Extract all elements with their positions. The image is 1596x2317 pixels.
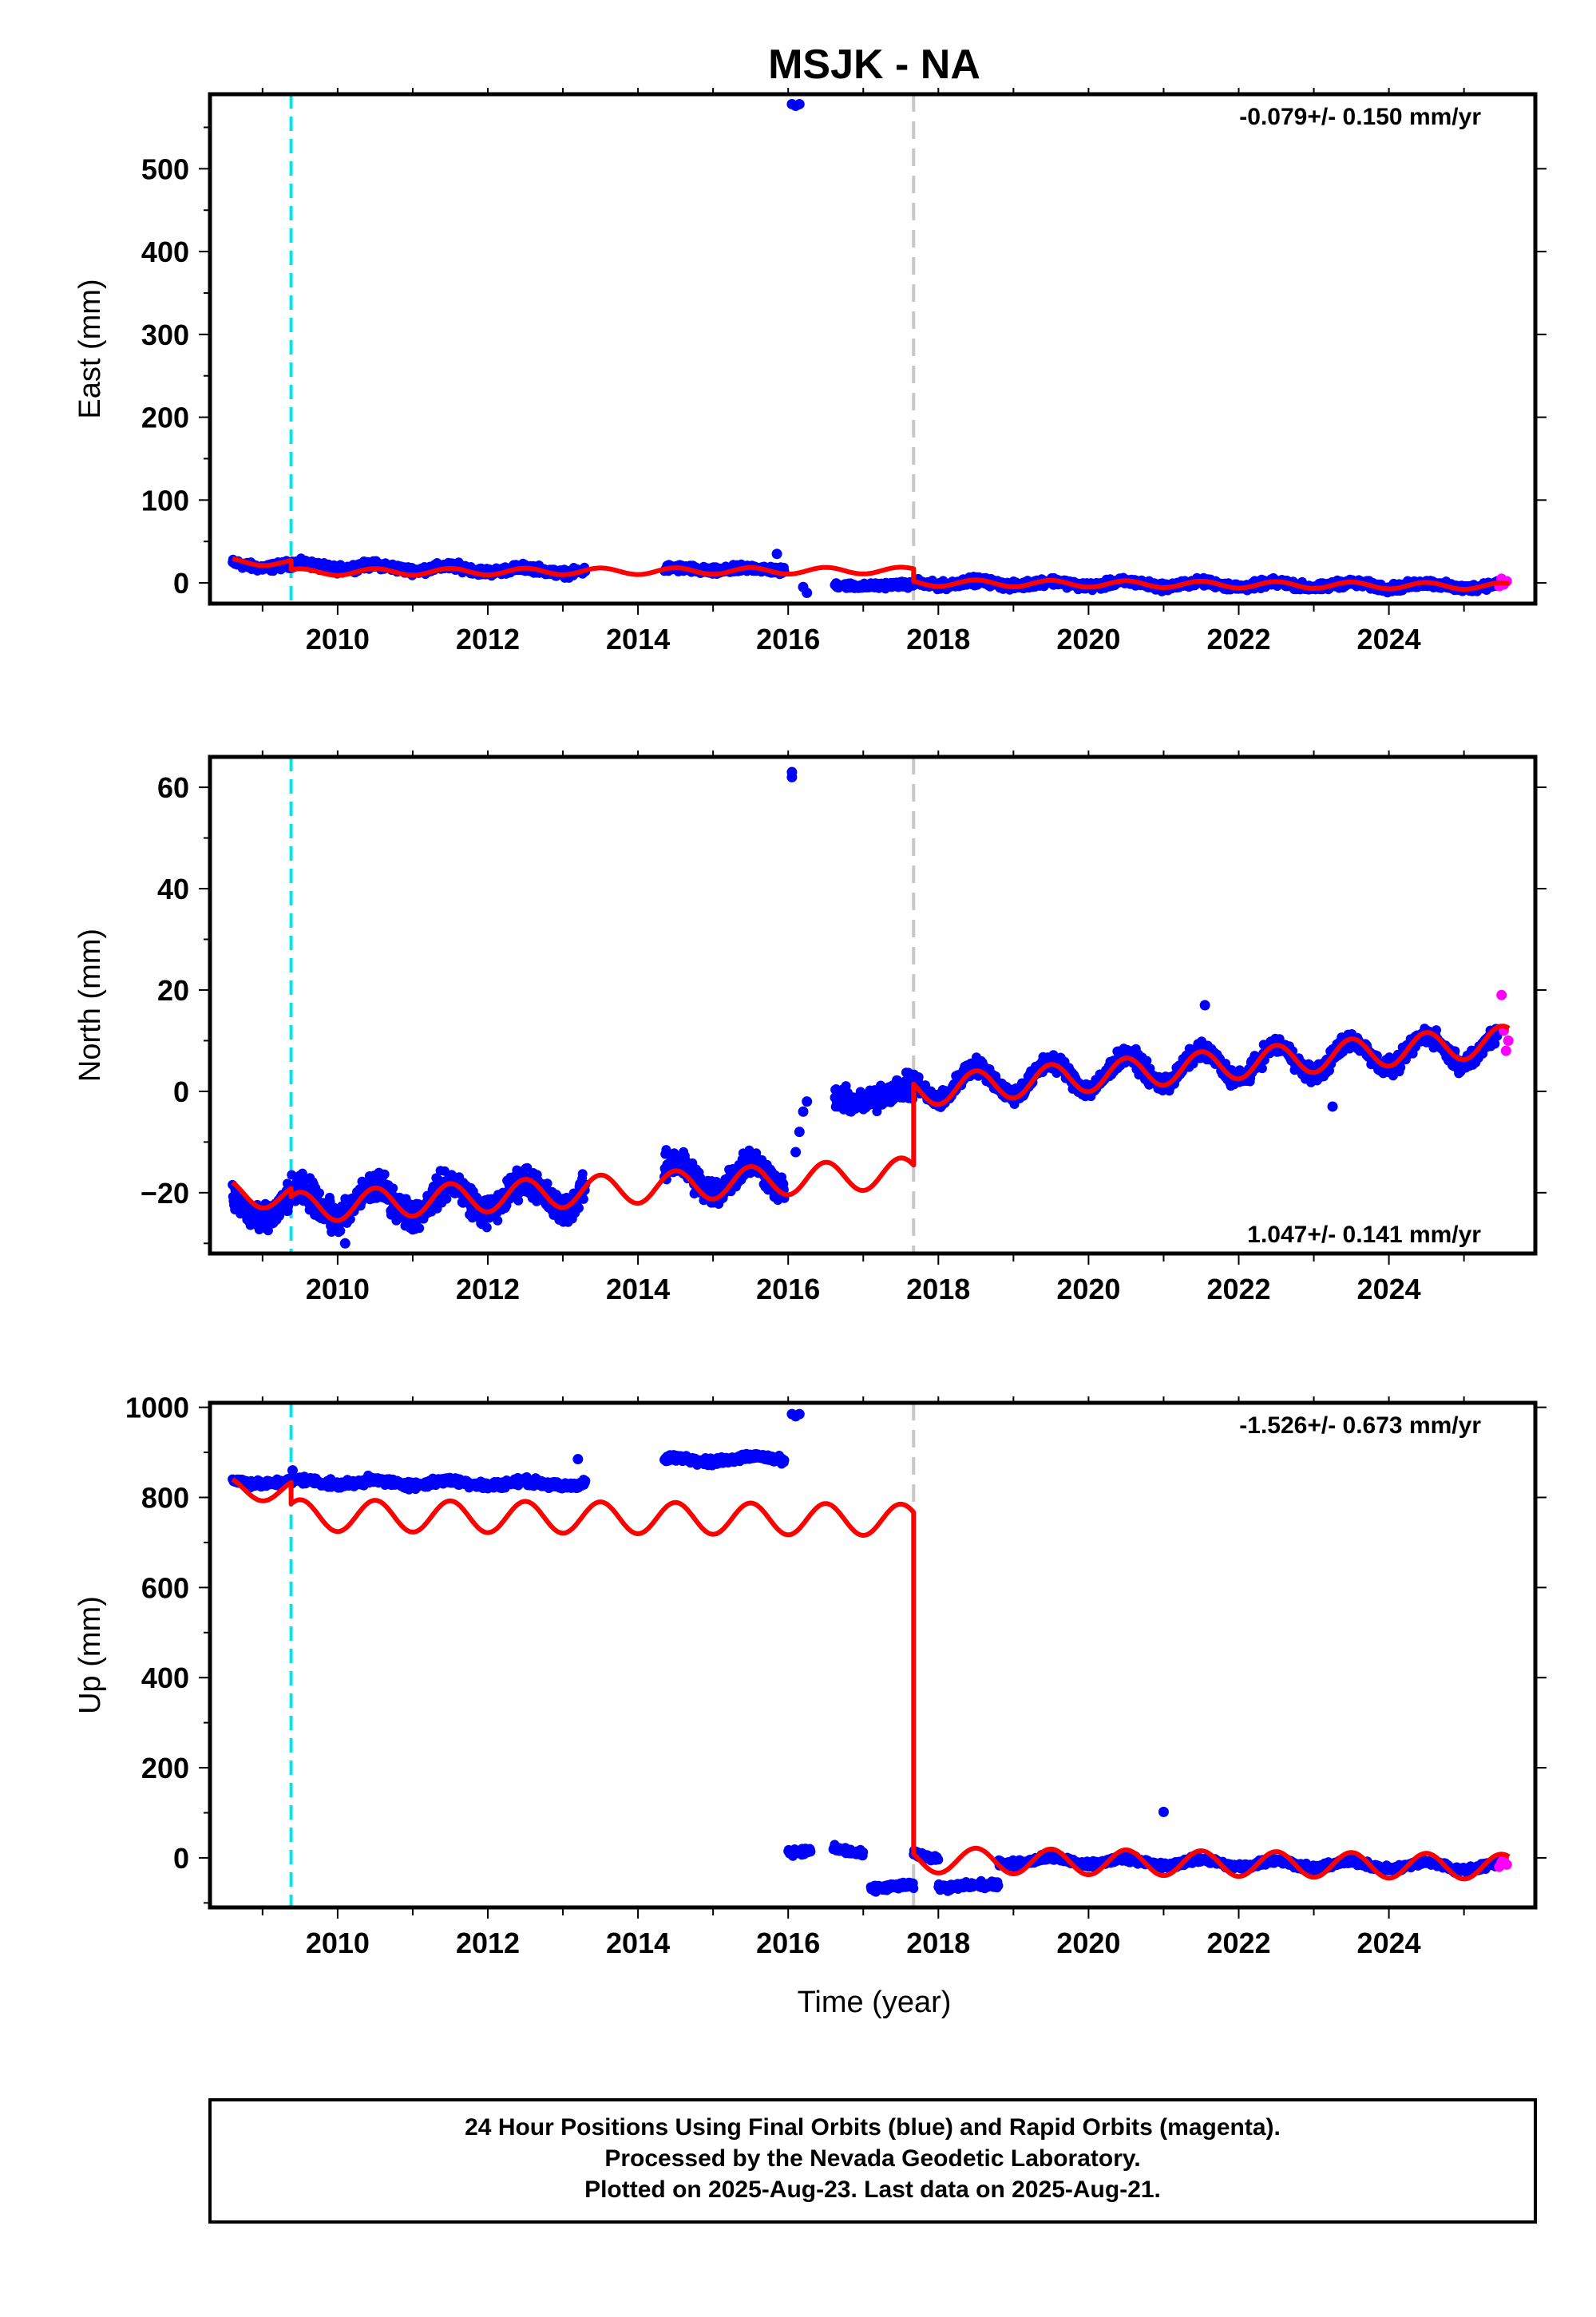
outlier-point — [790, 1147, 802, 1158]
x-tick-label: 2010 — [306, 623, 370, 655]
outlier-point — [794, 1127, 805, 1138]
outlier-point — [1327, 1101, 1338, 1112]
rapid-orbit-point — [1500, 1045, 1511, 1056]
y-tick-label: 400 — [141, 236, 189, 268]
data-point — [577, 1169, 588, 1179]
data-point — [493, 1215, 503, 1226]
velocity-label: -0.079+/- 0.150 mm/yr — [1239, 104, 1481, 130]
outlier-point — [802, 1096, 813, 1107]
x-tick-label: 2016 — [756, 1273, 820, 1305]
x-tick-label: 2016 — [756, 623, 820, 655]
figure-title: MSJK - NA — [768, 42, 980, 88]
x-tick-label: 2018 — [906, 623, 970, 655]
y-tick-label: 300 — [141, 319, 189, 351]
x-tick-label: 2020 — [1056, 623, 1120, 655]
x-tick-label: 2024 — [1357, 1273, 1421, 1305]
data-point — [913, 1072, 924, 1082]
data-point — [388, 1183, 398, 1194]
y-tick-label: 0 — [173, 567, 189, 600]
data-point — [315, 1188, 324, 1198]
x-tick-label: 2024 — [1357, 623, 1421, 655]
data-point — [574, 1203, 584, 1213]
data-point — [335, 1226, 346, 1236]
data-point — [481, 1222, 492, 1233]
x-tick-label: 2014 — [606, 623, 670, 655]
y-tick-label: 100 — [141, 484, 189, 517]
outlier-point — [786, 771, 798, 782]
x-tick-label: 2020 — [1056, 1273, 1120, 1305]
outlier-point — [802, 588, 813, 599]
rapid-orbit-point — [1503, 1035, 1514, 1046]
rapid-orbit-point — [1496, 989, 1507, 1000]
plot-frame — [208, 92, 1538, 606]
y-tick-label: −20 — [141, 1177, 189, 1210]
data-point — [379, 1169, 390, 1179]
east-panel: 2010 2012 2014 2016 2018 2020 2022 2024 0 100 200 3… — [73, 88, 1546, 655]
x-tick-label: 2022 — [1206, 623, 1270, 655]
outlier-point — [771, 549, 782, 560]
x-tick-label: 2012 — [456, 623, 520, 655]
outlier-point — [339, 1238, 350, 1249]
x-tick-label: 2012 — [456, 1273, 520, 1305]
x-tick-label: 2014 — [606, 1273, 670, 1305]
plot-frame — [208, 755, 1538, 1256]
outlier-point — [794, 98, 805, 109]
y-tick-label: 500 — [141, 152, 189, 185]
data-point — [414, 1223, 425, 1234]
north-panel: 2010 2012 2014 2016 2018 2020 2022 2024−2002040… — [73, 751, 1546, 1305]
x-tick-label: 2010 — [306, 1273, 370, 1305]
y-axis-label: East (mm) — [73, 279, 107, 418]
model-fit-line — [231, 1024, 1511, 1223]
outlier-point — [1199, 1000, 1210, 1011]
data-point — [542, 1178, 552, 1189]
data-point — [1257, 1063, 1267, 1074]
x-tick-label: 2018 — [906, 1273, 970, 1305]
y-tick-label: 200 — [141, 402, 189, 434]
data-point — [442, 1194, 452, 1204]
outlier-point — [798, 1106, 809, 1117]
x-tick-label: 2022 — [1206, 1273, 1270, 1305]
